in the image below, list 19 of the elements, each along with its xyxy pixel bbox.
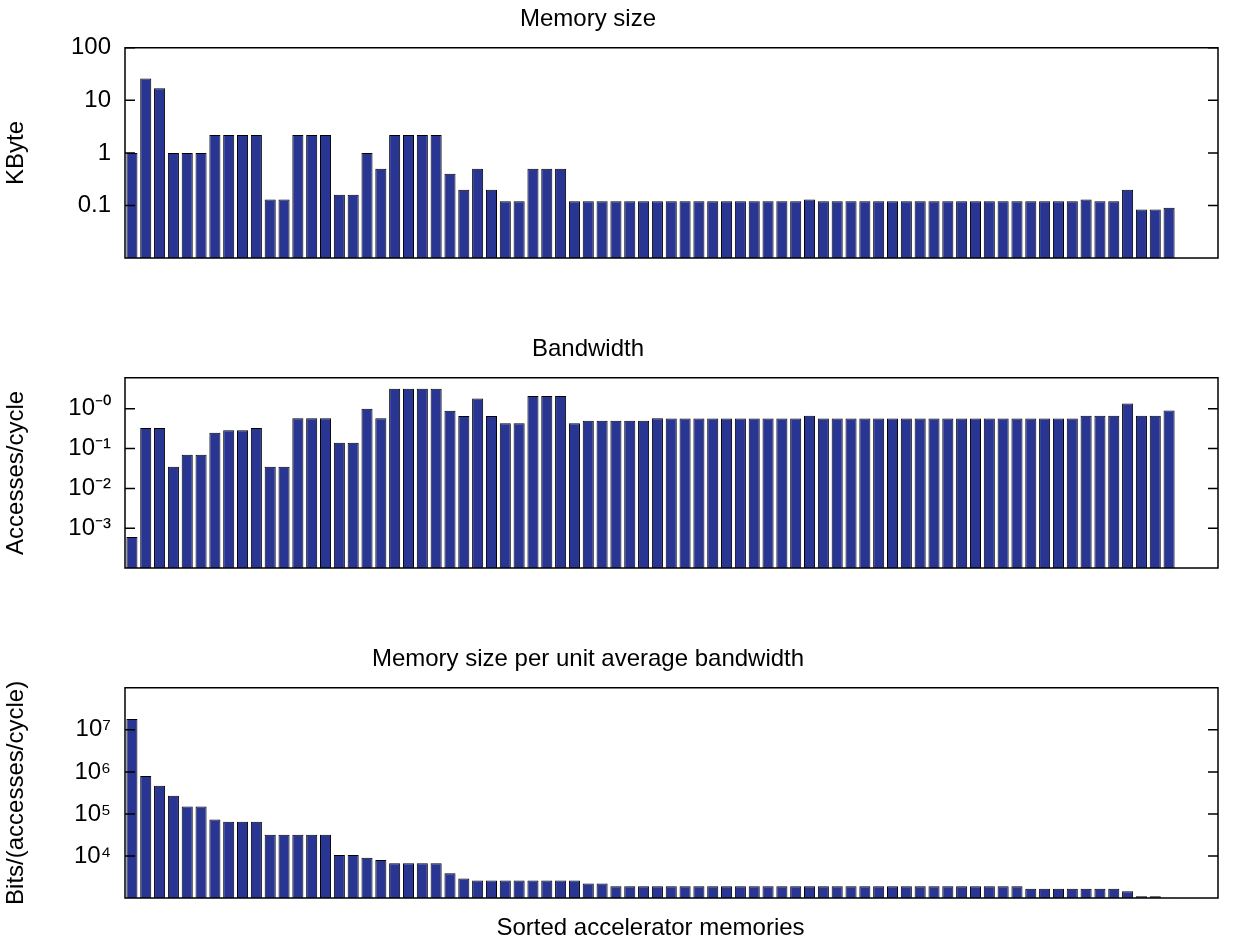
y-tick-label: 10 — [84, 84, 111, 112]
y-axis-title: Accesses/cycle — [1, 390, 29, 555]
y-tick-label: 10⁴ — [73, 840, 111, 868]
y-tick-label: 1 — [97, 137, 111, 165]
y-tick-label: 10⁻¹ — [68, 433, 112, 461]
y-tick-label: 10⁻³ — [68, 512, 112, 540]
y-axis-title: Bits/(accesses/cycle) — [1, 680, 29, 905]
y-tick-label: 10⁻⁰ — [68, 393, 111, 421]
y-tick-label: 10⁶ — [74, 756, 111, 784]
y-tick-label: 10⁵ — [74, 798, 111, 826]
chart-title: Memory size per unit average bandwidth — [371, 644, 805, 672]
y-axis-title: KByte — [1, 120, 29, 185]
y-tick-label: 0.1 — [77, 190, 111, 218]
chart-title: Memory size — [519, 4, 657, 32]
y-tick-label: 100 — [70, 32, 111, 60]
chart-title: Bandwidth — [531, 334, 645, 362]
x-axis-title: Sorted accelerator memories — [496, 913, 805, 941]
y-tick-label: 10⁻² — [68, 473, 112, 501]
y-tick-label: 10⁷ — [75, 714, 111, 742]
